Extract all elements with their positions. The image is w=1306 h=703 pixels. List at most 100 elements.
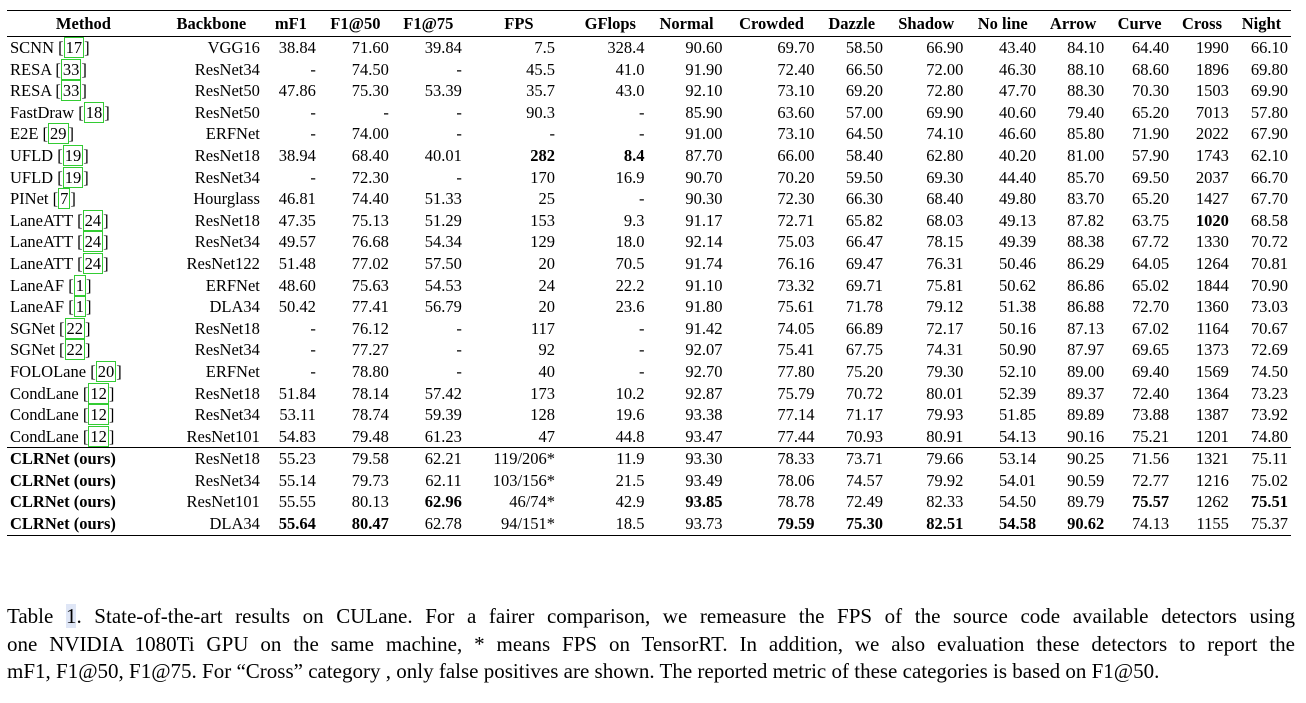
value-cell: 75.81: [926, 275, 964, 295]
value-cell: -: [310, 102, 316, 122]
value-cell: 75.21: [1131, 426, 1170, 446]
citation-link[interactable]: 22: [64, 317, 86, 339]
value-cell: 73.23: [1250, 383, 1288, 403]
table-row: LaneATT [24] ResNet18 47.35 75.13 51.29 153 9.…: [7, 209, 1291, 232]
value-cell: 328.4: [607, 38, 645, 57]
value-cell: 69.90: [926, 102, 964, 122]
value-cell: 35.7: [526, 81, 556, 101]
value-cell: 79.12: [926, 297, 964, 317]
citation-link[interactable]: 12: [88, 425, 109, 447]
value-cell: 49.39: [998, 232, 1037, 252]
citation-link[interactable]: 24: [82, 252, 104, 274]
value-cell: 77.27: [351, 340, 389, 360]
value-cell: 79.30: [926, 361, 964, 381]
value-cell: 78.33: [777, 449, 815, 469]
value-cell: 42.9: [615, 492, 645, 512]
method-name: FOLOLane: [10, 361, 87, 381]
table-row: CondLane [12] ResNet18 51.84 78.14 57.42 173 1…: [7, 382, 1291, 405]
citation-link[interactable]: 12: [88, 382, 109, 404]
value-cell: 1264: [1195, 253, 1229, 273]
value-cell: 21.5: [615, 470, 645, 490]
value-cell: -: [456, 340, 462, 360]
method-cell: E2E [29]: [10, 123, 75, 145]
value-cell: 50.16: [998, 318, 1037, 338]
citation-link[interactable]: 18: [83, 101, 105, 123]
value-cell: 79.73: [351, 470, 389, 490]
citation-link[interactable]: 33: [60, 58, 82, 80]
column-header: Method: [7, 10, 160, 37]
value-cell: 69.50: [1131, 167, 1170, 187]
value-cell: 75.11: [1251, 449, 1288, 469]
value-cell: 72.30: [351, 167, 389, 187]
backbone-cell: ResNet50: [194, 81, 260, 101]
value-cell: 80.13: [351, 492, 389, 512]
value-cell: 91.42: [685, 318, 723, 338]
value-cell: -: [456, 102, 462, 122]
value-cell: -: [456, 59, 462, 79]
citation-link[interactable]: 24: [82, 231, 104, 253]
value-cell: 50.42: [278, 297, 316, 317]
value-cell: 47: [538, 426, 556, 446]
value-cell: 23.6: [615, 297, 645, 317]
value-cell: 73.88: [1131, 405, 1170, 425]
value-cell: 38.94: [278, 145, 316, 165]
value-cell: 72.71: [777, 210, 815, 230]
value-cell: 73.71: [845, 449, 883, 469]
value-cell: 75.02: [1250, 470, 1288, 490]
value-cell: 74.13: [1131, 514, 1170, 534]
value-cell: 73.03: [1250, 297, 1288, 317]
value-cell: 72.77: [1131, 470, 1170, 490]
value-cell: 57.90: [1131, 145, 1170, 165]
citation-link[interactable]: 20: [95, 360, 117, 382]
value-cell: 40.20: [998, 145, 1037, 165]
citation-link[interactable]: 19: [62, 144, 84, 166]
value-cell: 62.21: [424, 449, 462, 469]
value-cell: 43.0: [615, 81, 645, 101]
value-cell: 72.69: [1250, 340, 1288, 360]
citation-link[interactable]: 29: [48, 123, 69, 145]
value-cell: 9.3: [623, 210, 645, 230]
value-cell: 56.79: [424, 297, 462, 317]
value-cell: 19.6: [615, 405, 645, 425]
method-name: CLRNet (ours): [10, 470, 116, 490]
backbone-cell: ResNet34: [194, 232, 260, 252]
citation-link[interactable]: 17: [63, 37, 85, 58]
citation-link[interactable]: 12: [88, 404, 109, 426]
value-cell: 75.13: [351, 210, 389, 230]
value-cell: 68.60: [1131, 59, 1170, 79]
citation-link[interactable]: 7: [58, 188, 71, 210]
method-cell: LaneATT [24]: [10, 209, 109, 231]
value-cell: 69.20: [845, 81, 883, 101]
value-cell: 51.85: [998, 405, 1037, 425]
citation-link[interactable]: 19: [62, 166, 84, 188]
citation-link[interactable]: 22: [64, 339, 86, 361]
value-cell: 78.80: [351, 361, 389, 381]
method-name: E2E: [10, 124, 39, 144]
caption-table-number[interactable]: 1: [65, 604, 77, 628]
value-cell: 54.58: [998, 514, 1037, 534]
value-cell: 75.57: [1131, 492, 1170, 512]
citation-link[interactable]: 1: [73, 296, 86, 318]
method-name: LaneATT: [10, 232, 73, 252]
value-cell: 18.5: [615, 514, 645, 534]
value-cell: 72.30: [777, 189, 815, 209]
value-cell: 170: [530, 167, 556, 187]
citation-link[interactable]: 1: [73, 274, 86, 296]
table-row: RESA [33] ResNet34 - 74.50 - 45.5 41.0 91.90 72.…: [7, 58, 1291, 81]
method-name: LaneATT: [10, 253, 73, 273]
value-cell: -: [383, 102, 389, 122]
value-cell: 66.00: [777, 145, 815, 165]
value-cell: 70.30: [1131, 81, 1170, 101]
citation-link[interactable]: 24: [82, 209, 104, 231]
value-cell: 47.35: [278, 210, 316, 230]
citation-link[interactable]: 33: [60, 80, 82, 102]
value-cell: 79.48: [351, 426, 389, 446]
caption-text: . State-of-the-art results on CULane. Fo…: [76, 604, 1295, 628]
value-cell: 57.50: [424, 253, 462, 273]
column-header: Night: [1231, 10, 1291, 37]
method-cell: CondLane [12]: [10, 382, 115, 404]
value-cell: 55.64: [278, 514, 316, 534]
method-cell: LaneATT [24]: [10, 252, 109, 274]
value-cell: 86.88: [1067, 297, 1105, 317]
value-cell: 66.89: [845, 318, 883, 338]
